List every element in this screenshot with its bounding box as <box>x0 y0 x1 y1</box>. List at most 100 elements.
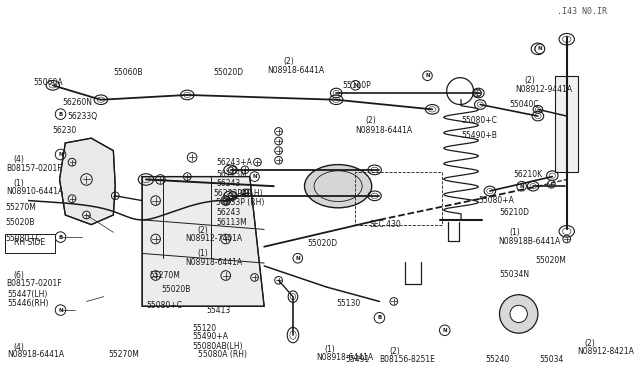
Ellipse shape <box>305 164 372 208</box>
Text: 55020M: 55020M <box>535 256 566 265</box>
Text: (2): (2) <box>197 225 207 235</box>
Text: 55413: 55413 <box>207 306 231 315</box>
Text: (6): (6) <box>13 271 24 280</box>
FancyBboxPatch shape <box>5 234 55 253</box>
Text: 56243: 56243 <box>216 179 241 189</box>
Text: 55080+A: 55080+A <box>478 196 514 205</box>
Text: 55270M: 55270M <box>109 350 140 359</box>
Text: (4): (4) <box>13 343 24 352</box>
Circle shape <box>535 44 545 54</box>
Text: 55020B: 55020B <box>6 218 35 227</box>
Text: 56210D: 56210D <box>499 208 529 217</box>
Polygon shape <box>60 138 115 225</box>
Text: N08918-6441A: N08918-6441A <box>186 258 243 267</box>
Text: B08157-0201F: B08157-0201F <box>6 279 61 288</box>
Text: 55080+C: 55080+C <box>461 116 497 125</box>
Text: 55060B: 55060B <box>113 68 143 77</box>
Circle shape <box>293 253 303 263</box>
Text: N: N <box>538 46 542 51</box>
Text: 55060A: 55060A <box>34 78 63 87</box>
Circle shape <box>55 305 66 315</box>
Text: N: N <box>58 308 63 312</box>
Circle shape <box>351 80 360 90</box>
Text: 56243: 56243 <box>216 208 241 217</box>
Text: (2): (2) <box>524 76 535 85</box>
Text: N08910-6441A: N08910-6441A <box>6 187 63 196</box>
Text: B: B <box>58 235 63 240</box>
Text: .I43 N0.IR: .I43 N0.IR <box>557 7 607 16</box>
Text: 55447(LH): 55447(LH) <box>8 290 48 299</box>
Text: 56243+A: 56243+A <box>216 158 252 167</box>
Circle shape <box>55 232 66 243</box>
Text: 56230: 56230 <box>53 126 77 135</box>
Text: 56233P (RH): 56233P (RH) <box>216 198 264 207</box>
Text: 56260N: 56260N <box>63 98 92 107</box>
Text: SEC.430: SEC.430 <box>370 220 401 229</box>
Text: (2): (2) <box>284 57 294 65</box>
Text: (2): (2) <box>584 339 595 348</box>
Text: 55130: 55130 <box>336 299 360 308</box>
Text: 56210K: 56210K <box>513 170 542 179</box>
Text: 56233Q: 56233Q <box>67 112 97 121</box>
Text: N08918-6441A: N08918-6441A <box>355 126 413 135</box>
Text: 56113M: 56113M <box>216 218 247 227</box>
Text: (2): (2) <box>389 347 400 356</box>
Text: N: N <box>58 152 63 157</box>
Text: 55020D: 55020D <box>307 239 337 248</box>
Text: 55490+A: 55490+A <box>192 332 228 341</box>
Text: N08918-6441A: N08918-6441A <box>8 350 65 359</box>
Circle shape <box>499 295 538 333</box>
Text: (1): (1) <box>197 248 207 258</box>
Circle shape <box>510 305 527 323</box>
Text: (2): (2) <box>365 116 376 125</box>
Text: 55080+C: 55080+C <box>6 234 42 243</box>
Text: 55120: 55120 <box>192 324 216 333</box>
Circle shape <box>440 325 450 336</box>
Text: 55020B: 55020B <box>161 285 191 294</box>
Text: N08912-9441A: N08912-9441A <box>515 85 572 94</box>
Circle shape <box>55 149 66 160</box>
Text: 55270M: 55270M <box>6 202 36 212</box>
Text: N: N <box>425 73 429 78</box>
Text: N08918B-6441A: N08918B-6441A <box>499 237 561 246</box>
Text: N08912-7401A: N08912-7401A <box>186 234 243 243</box>
Text: (4): (4) <box>13 155 24 164</box>
Polygon shape <box>142 177 264 306</box>
Circle shape <box>422 71 432 80</box>
Circle shape <box>516 182 526 191</box>
Text: B08157-0201F: B08157-0201F <box>6 164 61 173</box>
Text: (1): (1) <box>509 228 520 237</box>
Text: N08918-6441A: N08918-6441A <box>316 353 373 362</box>
Bar <box>556 76 579 172</box>
Text: N08918-6441A: N08918-6441A <box>267 66 324 75</box>
Text: 55080+C: 55080+C <box>146 301 182 311</box>
Text: 55491: 55491 <box>346 355 370 364</box>
Text: 55240: 55240 <box>485 355 509 364</box>
Text: N08912-8421A: N08912-8421A <box>577 347 634 356</box>
Text: B08156-8251E: B08156-8251E <box>380 355 435 364</box>
Text: 55490+B: 55490+B <box>461 131 497 141</box>
Text: N: N <box>252 174 257 179</box>
Text: N: N <box>296 256 300 261</box>
Text: N: N <box>442 328 447 333</box>
Text: 55080AB(LH): 55080AB(LH) <box>192 342 243 351</box>
Text: 55040C: 55040C <box>509 100 539 109</box>
Text: 55446(RH): 55446(RH) <box>8 299 49 308</box>
Text: B: B <box>58 112 63 117</box>
Text: 55034N: 55034N <box>499 270 530 279</box>
Text: RH SIDE: RH SIDE <box>14 238 45 247</box>
Circle shape <box>374 312 385 323</box>
Text: (1): (1) <box>324 345 335 354</box>
Text: 56233PA(LH): 56233PA(LH) <box>213 189 263 198</box>
Text: B: B <box>378 315 381 320</box>
Text: N: N <box>519 184 524 189</box>
Text: 55080A (RH): 55080A (RH) <box>198 350 247 359</box>
Text: 55110P: 55110P <box>342 80 371 90</box>
Circle shape <box>250 172 259 182</box>
Text: 55034: 55034 <box>540 355 564 364</box>
Text: 55270M: 55270M <box>149 271 180 280</box>
Text: N: N <box>353 83 358 88</box>
Text: (1): (1) <box>13 179 24 187</box>
Text: 55020D: 55020D <box>213 68 243 77</box>
Text: 56113M: 56113M <box>216 170 247 179</box>
